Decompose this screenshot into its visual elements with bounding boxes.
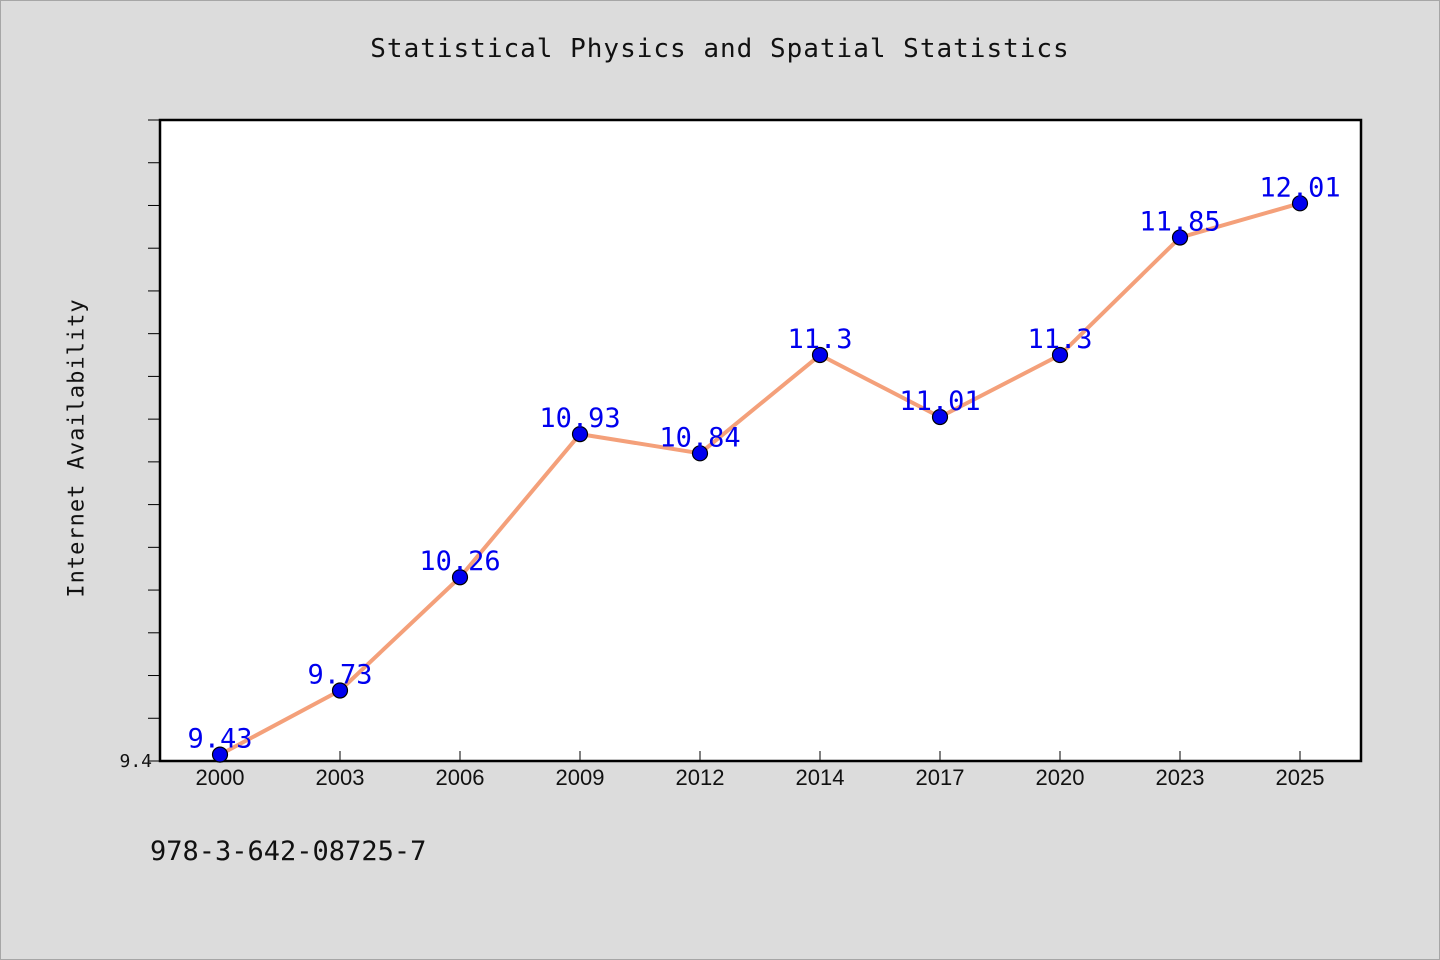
y-axis-ticks: 9.4 [119,119,160,772]
data-label: 10.26 [419,546,500,577]
series-line-group [218,201,1302,757]
x-tick-label: 2003 [316,765,365,790]
data-label: 11.01 [899,386,980,417]
data-label: 9.43 [187,724,252,755]
x-tick-label: 2012 [676,765,725,790]
data-label: 10.93 [539,403,620,434]
data-label: 12.01 [1259,172,1340,203]
x-tick-label: 2017 [916,765,965,790]
y-tick-label: 9.4 [119,751,152,772]
x-tick-label: 2009 [556,765,605,790]
chart-title: Statistical Physics and Spatial Statisti… [370,34,1070,64]
data-point [691,445,709,462]
x-tick-label: 2000 [196,765,245,790]
data-point [451,569,469,586]
data-point [1051,346,1069,364]
data-point [211,746,229,763]
footer-isbn: 978-3-642-08725-7 [150,836,427,867]
plot-area [158,118,1363,763]
data-point [1291,195,1309,212]
data-labels: 9.43 9.73 10.26 10.93 10.84 11.3 11.01 11.3 11.8… [187,172,1340,754]
series-line [218,201,1302,757]
x-axis-ticks: 2000 2003 2006 2009 2012 2014 2017 2020 2023 2025 [196,751,1325,790]
data-label: 11.3 [787,324,852,355]
data-point [331,682,349,699]
x-tick-label: 2025 [1276,765,1325,790]
data-label: 10.84 [659,422,740,453]
data-label: 11.3 [1027,324,1092,355]
data-label: 11.85 [1139,207,1220,238]
data-point [1171,229,1189,246]
data-point [811,346,829,364]
data-point [571,425,589,443]
x-tick-label: 2014 [796,765,845,790]
x-tick-label: 2023 [1156,765,1205,790]
data-points [211,195,1309,763]
x-tick-label: 2020 [1036,765,1085,790]
x-tick-label: 2006 [436,765,485,790]
data-point [931,408,949,426]
data-label: 9.73 [307,659,372,690]
